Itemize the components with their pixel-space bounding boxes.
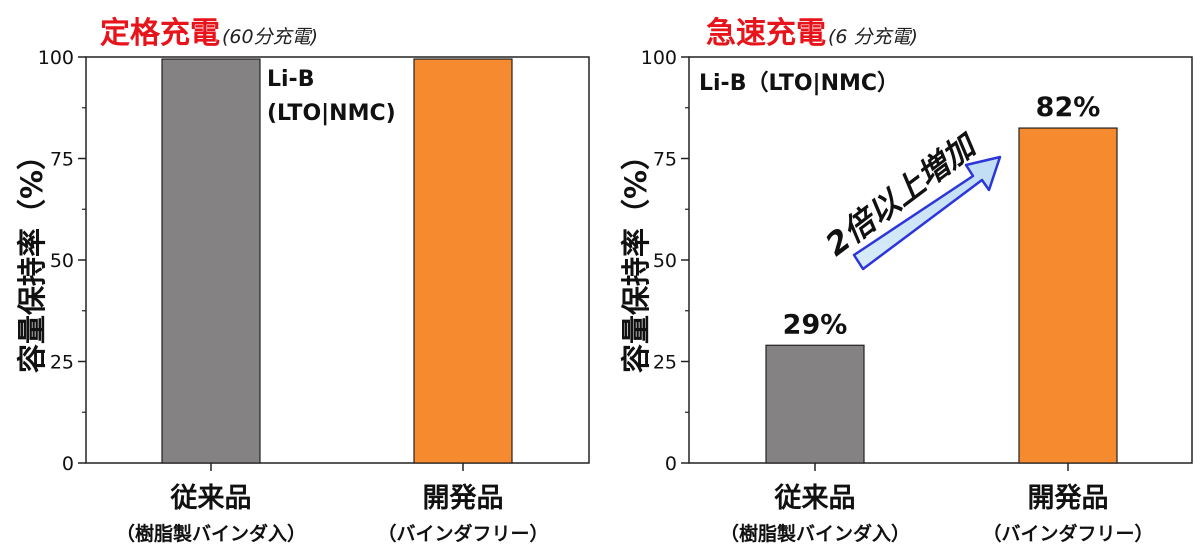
- right-tick-label-1: 25: [653, 352, 677, 374]
- right-bars: 29% 82%: [765, 92, 1118, 464]
- right-category-1: 開発品 （バインダフリー）: [968, 476, 1168, 546]
- left-category-1-sub: （バインダフリー）: [377, 523, 549, 545]
- left-tick-label-3: 75: [50, 149, 74, 171]
- left-chart: 0 25 50 75 100 Li-B (LTO|NMC): [38, 47, 590, 475]
- right-tick-label-0: 0: [665, 453, 677, 475]
- left-title-sub: (60分充電): [222, 26, 319, 48]
- right-category-0-sub: （樹脂製バインダ入）: [719, 523, 910, 545]
- left-bar-1: [413, 58, 513, 464]
- left-y-ticks: 0 25 50 75 100: [38, 47, 464, 475]
- right-category-1-name: 開発品: [1027, 483, 1109, 514]
- left-tick-label-1: 25: [50, 352, 74, 374]
- right-bar-label-0: 29%: [783, 309, 848, 340]
- right-chart-title: 急速充電 (6 分充電): [706, 8, 918, 52]
- right-category-1-sub: （バインダフリー）: [982, 523, 1154, 545]
- right-title-main: 急速充電: [706, 16, 826, 51]
- left-category-1: 開発品 （バインダフリー）: [363, 476, 563, 546]
- left-annotation-line1: Li-B: [267, 67, 314, 92]
- right-annotation: Li-B（LTO|NMC）: [699, 71, 899, 96]
- left-bars: [161, 58, 513, 464]
- right-bar-0: [765, 344, 865, 464]
- increase-arrow: 2倍以上増加: [819, 126, 1002, 271]
- right-bar-label-1: 82%: [1036, 92, 1101, 123]
- right-tick-label-3: 75: [653, 149, 677, 171]
- right-tick-label-2: 50: [653, 250, 677, 272]
- left-tick-label-4: 100: [38, 47, 74, 69]
- left-category-0-name: 従来品: [170, 483, 252, 514]
- left-title-main: 定格充電: [100, 16, 220, 51]
- left-chart-title: 定格充電 (60分充電): [100, 8, 318, 52]
- right-chart: 0 25 50 75 100 29% 82% Li-B（LTO|NMC） 2倍以上増加: [641, 47, 1193, 475]
- increase-arrow-shape: [852, 155, 1002, 271]
- left-annotation-line2: (LTO|NMC): [267, 101, 396, 126]
- right-y-ticks: 0 25 50 75 100: [641, 47, 1069, 475]
- left-tick-label-0: 0: [62, 453, 74, 475]
- right-category-0: 従来品 （樹脂製バインダ入）: [715, 476, 915, 546]
- right-bar-1: [1018, 127, 1118, 464]
- right-category-0-name: 従来品: [774, 483, 856, 514]
- left-category-0: 従来品 （樹脂製バインダ入）: [111, 476, 311, 546]
- left-category-1-name: 開発品: [422, 483, 504, 514]
- left-tick-label-2: 50: [50, 250, 74, 272]
- left-bar-0: [161, 58, 261, 464]
- right-tick-label-4: 100: [641, 47, 677, 69]
- left-category-0-sub: （樹脂製バインダ入）: [115, 523, 306, 545]
- right-title-sub: (6 分充電): [828, 26, 918, 48]
